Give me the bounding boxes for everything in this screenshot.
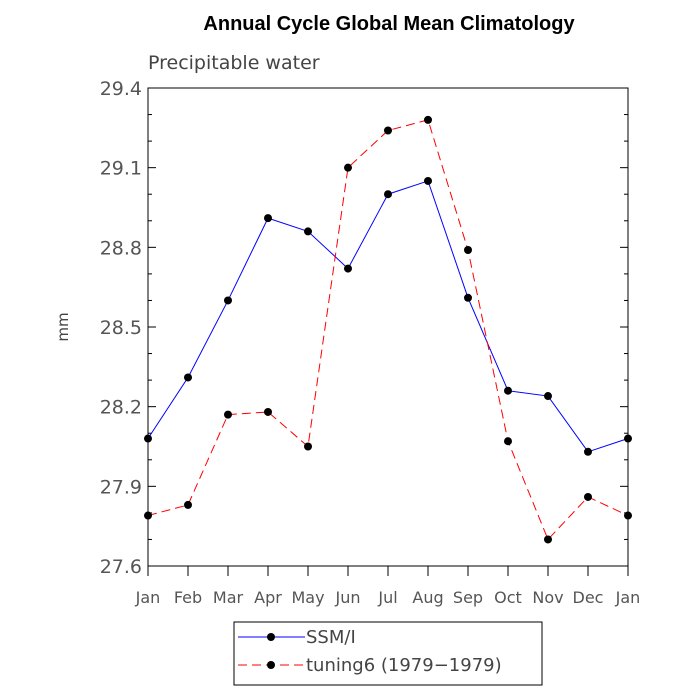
- y-tick-label: 29.4: [100, 78, 142, 100]
- series-0-point: [624, 434, 632, 443]
- legend-marker-ssmi: [267, 633, 275, 641]
- series-1-point: [624, 511, 632, 520]
- y-tick-label: 29.1: [100, 158, 142, 180]
- series-1-point: [384, 126, 392, 135]
- x-tick-label: Oct: [494, 588, 522, 607]
- legend-label-tuning6: tuning6 (1979−1979): [306, 655, 502, 676]
- plot-series: [144, 115, 632, 544]
- plot-frame: [147, 87, 629, 567]
- series-line-1: [147, 119, 629, 541]
- series-0-point: [224, 296, 232, 305]
- legend-label-ssmi: SSM/I: [306, 627, 356, 648]
- x-tick-label: Nov: [532, 588, 563, 607]
- x-tick-label: Apr: [254, 588, 282, 607]
- y-tick-label: 28.8: [100, 237, 142, 259]
- x-tick-label: May: [291, 588, 324, 607]
- series-0-point: [584, 447, 592, 456]
- series-line-0: [147, 180, 629, 453]
- chart-subtitle: Precipitable water: [148, 52, 320, 74]
- series-1-point: [224, 410, 232, 419]
- series-0-point: [464, 293, 472, 302]
- x-tick-label: Feb: [174, 588, 202, 607]
- series-1-point: [304, 442, 312, 451]
- x-tick-label: Aug: [412, 588, 443, 607]
- y-axis-label: mm: [54, 312, 72, 341]
- x-tick-label: Dec: [573, 588, 604, 607]
- series-0-point: [504, 386, 512, 395]
- series-1-point: [424, 115, 432, 124]
- series-1-point: [264, 407, 272, 416]
- x-tick-label: Jan: [615, 588, 641, 607]
- y-tick-label: 27.9: [100, 476, 142, 498]
- series-1-point: [584, 492, 592, 501]
- series-1-point: [184, 500, 192, 509]
- series-0-point: [544, 392, 552, 401]
- x-tick-label: Mar: [213, 588, 244, 607]
- y-tick-label: 27.6: [100, 556, 142, 578]
- series-0-point: [424, 176, 432, 185]
- y-axis: 27.6 27.9 28.2 28.5 28.8 29.1 29.4: [100, 78, 628, 578]
- series-0-point: [264, 214, 272, 223]
- x-tick-label: Sep: [453, 588, 483, 607]
- chart-title: Annual Cycle Global Mean Climatology: [203, 13, 575, 35]
- legend: SSM/I tuning6 (1979−1979): [233, 621, 543, 686]
- x-axis: Jan Feb Mar Apr May Jun Jul Aug Sep Oct Nov Dec Jan: [135, 566, 641, 607]
- legend-box: [233, 621, 543, 686]
- series-0-point: [344, 264, 352, 273]
- legend-marker-tuning6: [267, 661, 275, 669]
- series-0-point: [304, 227, 312, 236]
- x-tick-label: Jan: [135, 588, 161, 607]
- series-0-point: [184, 373, 192, 382]
- y-tick-label: 28.2: [100, 397, 142, 419]
- series-0-point: [144, 434, 152, 443]
- series-1-point: [344, 163, 352, 172]
- x-tick-label: Jul: [377, 588, 397, 607]
- x-tick-label: Jun: [335, 588, 361, 607]
- series-1-point: [544, 535, 552, 544]
- series-1-point: [504, 437, 512, 446]
- series-1-point: [464, 245, 472, 254]
- series-0-point: [384, 190, 392, 199]
- y-tick-label: 28.5: [100, 317, 142, 339]
- series-1-point: [144, 511, 152, 520]
